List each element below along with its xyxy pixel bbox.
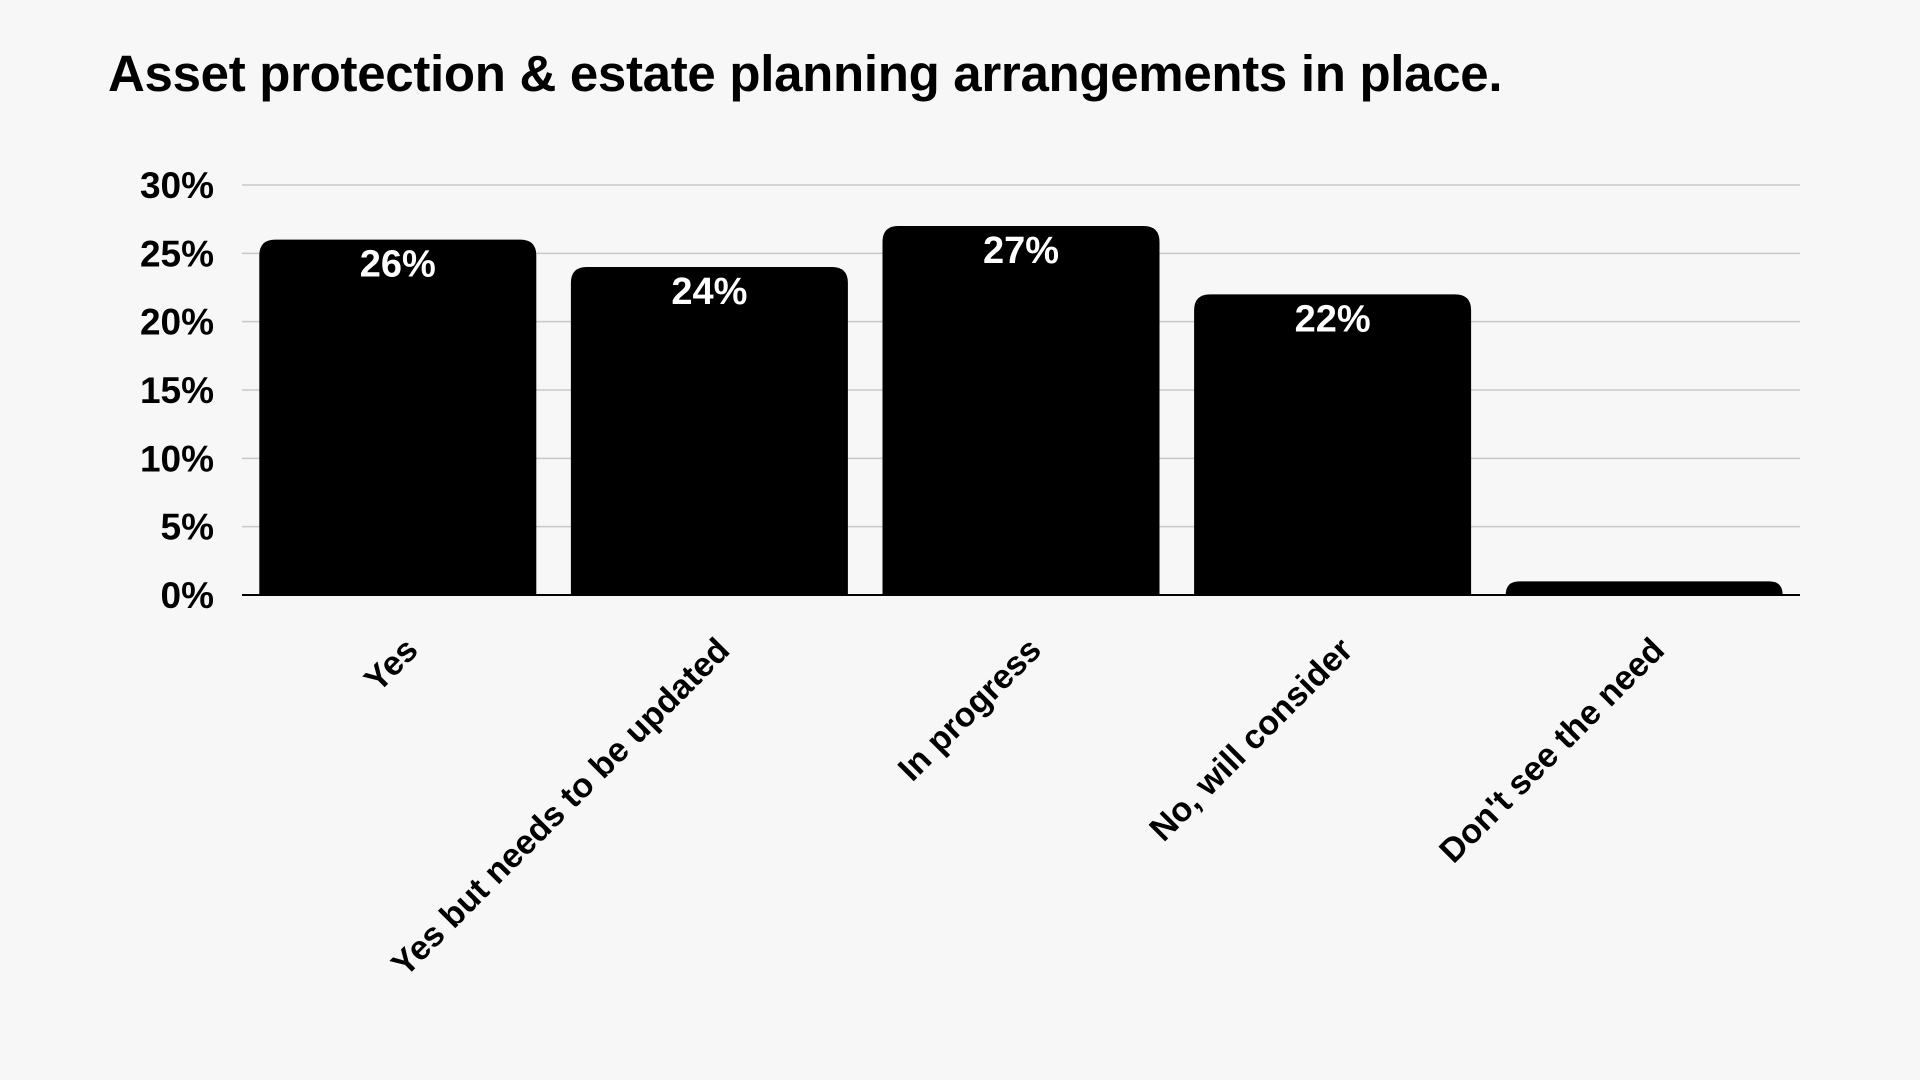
bar — [882, 226, 1160, 595]
y-tick-label: 20% — [140, 302, 214, 343]
bar — [1505, 581, 1783, 595]
y-tick-label: 0% — [161, 575, 214, 616]
data-label: 26% — [360, 244, 436, 286]
y-tick-label: 25% — [140, 233, 214, 274]
chart-title: Asset protection & estate planning arran… — [108, 45, 1503, 102]
category-label: No, will consider — [1142, 631, 1360, 849]
data-label: 27% — [983, 230, 1059, 272]
bars — [259, 226, 1783, 595]
bar — [259, 239, 537, 595]
data-labels: 26% 24% 27% 22% — [360, 230, 1371, 340]
category-label: Don't see the need — [1432, 631, 1672, 871]
bar — [570, 267, 848, 595]
category-label: In progress — [891, 631, 1049, 789]
data-label: 22% — [1295, 298, 1371, 340]
category-label: Yes but needs to be updated — [384, 631, 737, 984]
y-tick-label: 5% — [161, 507, 214, 548]
data-label: 24% — [671, 271, 747, 313]
y-tick-label: 10% — [140, 438, 214, 479]
y-tick-label: 15% — [140, 370, 214, 411]
y-tick-label: 30% — [140, 165, 214, 206]
category-label: Yes — [357, 631, 425, 699]
y-axis-ticks: 0% 5% 10% 15% 20% 25% 30% — [140, 165, 214, 616]
bar — [1194, 294, 1472, 595]
